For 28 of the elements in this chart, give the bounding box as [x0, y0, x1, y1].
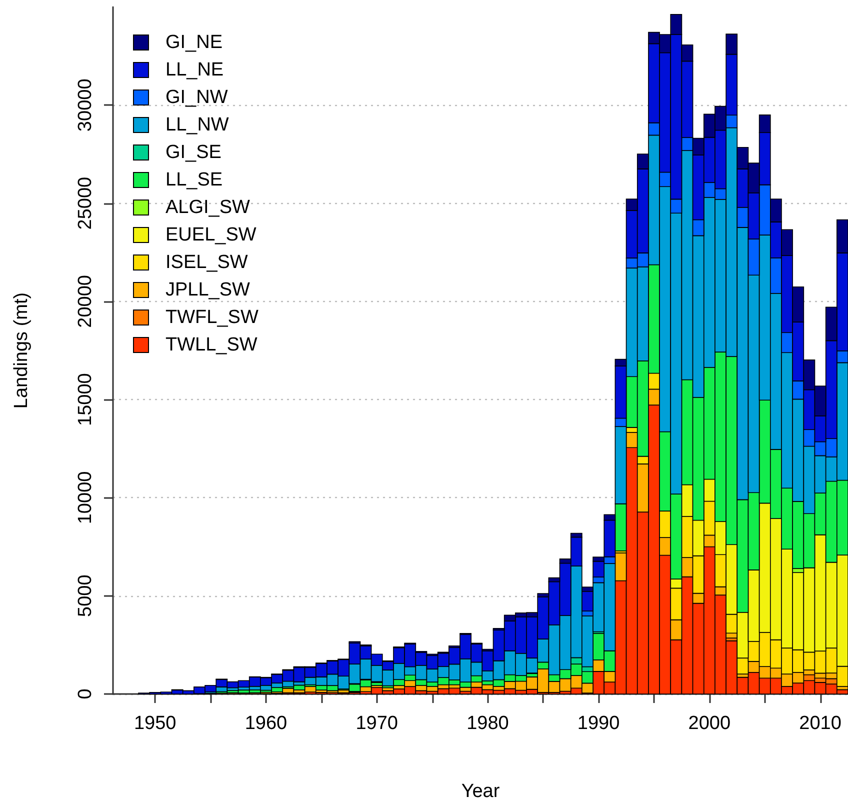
- legend-label: ISEL_SW: [166, 252, 248, 273]
- y-tick-label: 10000: [75, 471, 96, 524]
- x-tick-label: 1970: [356, 713, 398, 734]
- y-tick-label: 5000: [75, 574, 96, 617]
- legend-label: GI_NE: [166, 32, 223, 53]
- x-tick-label: 2000: [688, 713, 731, 734]
- x-tick-label: 1990: [577, 713, 620, 734]
- y-tick-label: 15000: [75, 373, 96, 426]
- y-tick-label: 20000: [75, 275, 96, 328]
- legend-label: GI_SE: [166, 142, 222, 163]
- x-tick-label: 1950: [134, 713, 176, 734]
- y-tick-label: 25000: [75, 176, 96, 230]
- legend-label: EUEL_SW: [166, 224, 256, 246]
- y-tick-label: 30000: [75, 78, 96, 132]
- legend-label: GI_NW: [166, 87, 228, 108]
- legend-label: LL_SE: [166, 170, 223, 190]
- legend-label: LL_NE: [166, 60, 224, 80]
- legend-label: TWLL_SW: [166, 334, 258, 356]
- legend-label: TWFL_SW: [166, 307, 258, 328]
- legend-label: ALGI_SW: [166, 197, 250, 218]
- x-tick-label: 1980: [466, 713, 509, 734]
- y-axis-title: Landings (mt): [11, 292, 32, 409]
- x-tick-label: 1960: [244, 713, 288, 734]
- legend-label: LL_NW: [166, 114, 229, 136]
- legend-label: JPLL_SW: [166, 280, 250, 300]
- y-tick-label: 0: [75, 688, 96, 700]
- x-axis-title: Year: [461, 781, 500, 802]
- x-tick-label: 2010: [799, 713, 842, 734]
